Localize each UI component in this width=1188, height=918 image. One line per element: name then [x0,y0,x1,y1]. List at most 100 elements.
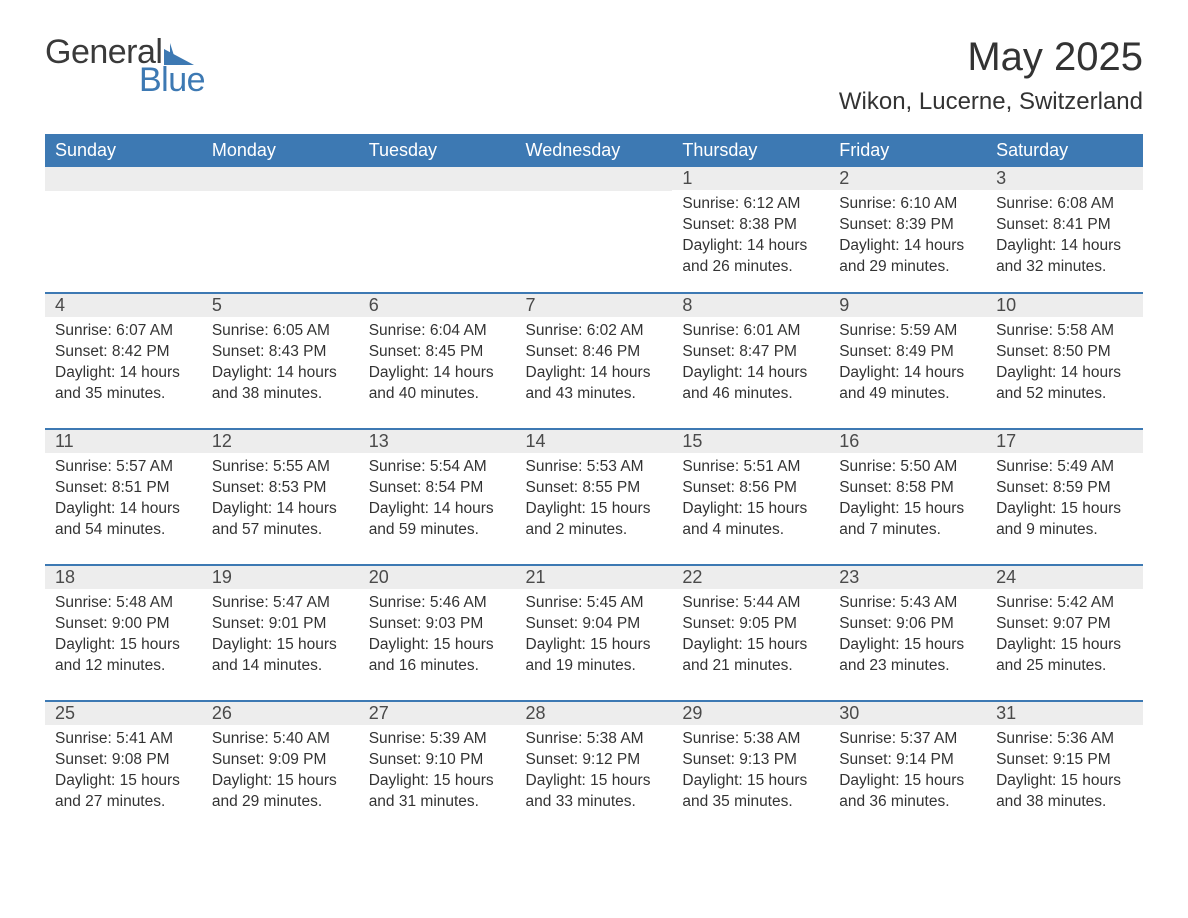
day-body: Sunrise: 6:02 AMSunset: 8:46 PMDaylight:… [516,317,673,409]
day-body: Sunrise: 5:47 AMSunset: 9:01 PMDaylight:… [202,589,359,681]
day-body: Sunrise: 6:08 AMSunset: 8:41 PMDaylight:… [986,190,1143,282]
sunset-text: Sunset: 8:58 PM [839,478,976,499]
day-body: Sunrise: 5:50 AMSunset: 8:58 PMDaylight:… [829,453,986,545]
calendar-cell: 25Sunrise: 5:41 AMSunset: 9:08 PMDayligh… [45,701,202,837]
day-body: Sunrise: 5:53 AMSunset: 8:55 PMDaylight:… [516,453,673,545]
daylight-text: Daylight: 15 hours and 25 minutes. [996,635,1133,677]
empty-day-header [202,167,359,191]
day-number: 5 [202,294,359,317]
empty-day-header [516,167,673,191]
sunset-text: Sunset: 9:09 PM [212,750,349,771]
day-number: 14 [516,430,673,453]
day-body: Sunrise: 5:40 AMSunset: 9:09 PMDaylight:… [202,725,359,817]
calendar-cell: 4Sunrise: 6:07 AMSunset: 8:42 PMDaylight… [45,293,202,429]
sunrise-text: Sunrise: 5:45 AM [526,593,663,614]
calendar-cell: 13Sunrise: 5:54 AMSunset: 8:54 PMDayligh… [359,429,516,565]
daylight-text: Daylight: 14 hours and 52 minutes. [996,363,1133,405]
daylight-text: Daylight: 14 hours and 32 minutes. [996,236,1133,278]
daylight-text: Daylight: 14 hours and 35 minutes. [55,363,192,405]
header: General Blue May 2025 Wikon, Lucerne, Sw… [45,35,1143,116]
daylight-text: Daylight: 15 hours and 38 minutes. [996,771,1133,813]
day-number: 10 [986,294,1143,317]
day-number: 6 [359,294,516,317]
page-root: General Blue May 2025 Wikon, Lucerne, Sw… [0,0,1188,857]
calendar-cell: 12Sunrise: 5:55 AMSunset: 8:53 PMDayligh… [202,429,359,565]
day-number: 2 [829,167,986,190]
day-number: 22 [672,566,829,589]
day-number: 17 [986,430,1143,453]
day-number: 9 [829,294,986,317]
day-number: 28 [516,702,673,725]
day-body: Sunrise: 6:07 AMSunset: 8:42 PMDaylight:… [45,317,202,409]
sunset-text: Sunset: 8:56 PM [682,478,819,499]
calendar-cell: 3Sunrise: 6:08 AMSunset: 8:41 PMDaylight… [986,167,1143,293]
sunrise-text: Sunrise: 6:12 AM [682,194,819,215]
calendar-cell: 5 Sunrise: 6:05 AMSunset: 8:43 PMDaylight… [202,293,359,429]
sunset-text: Sunset: 8:39 PM [839,215,976,236]
day-body: Sunrise: 6:01 AMSunset: 8:47 PMDaylight:… [672,317,829,409]
weekday-header-row: Sunday Monday Tuesday Wednesday Thursday… [45,134,1143,167]
sunset-text: Sunset: 9:15 PM [996,750,1133,771]
day-body: Sunrise: 5:45 AMSunset: 9:04 PMDaylight:… [516,589,673,681]
sunrise-text: Sunrise: 5:49 AM [996,457,1133,478]
weekday-header: Sunday [45,134,202,167]
calendar-cell: 8Sunrise: 6:01 AMSunset: 8:47 PMDaylight… [672,293,829,429]
sunrise-text: Sunrise: 5:54 AM [369,457,506,478]
day-number: 16 [829,430,986,453]
calendar-cell: 14Sunrise: 5:53 AMSunset: 8:55 PMDayligh… [516,429,673,565]
calendar-cell: 11Sunrise: 5:57 AMSunset: 8:51 PMDayligh… [45,429,202,565]
sunset-text: Sunset: 8:43 PM [212,342,349,363]
day-body: Sunrise: 5:49 AMSunset: 8:59 PMDaylight:… [986,453,1143,545]
sunrise-text: Sunrise: 5:40 AM [212,729,349,750]
calendar-week-row: 4Sunrise: 6:07 AMSunset: 8:42 PMDaylight… [45,293,1143,429]
calendar-cell: 31Sunrise: 5:36 AMSunset: 9:15 PMDayligh… [986,701,1143,837]
calendar-cell [359,167,516,293]
sunrise-text: Sunrise: 5:55 AM [212,457,349,478]
sunset-text: Sunset: 8:51 PM [55,478,192,499]
day-number: 23 [829,566,986,589]
calendar-cell: 23Sunrise: 5:43 AMSunset: 9:06 PMDayligh… [829,565,986,701]
day-number: 8 [672,294,829,317]
day-body: Sunrise: 5:46 AMSunset: 9:03 PMDaylight:… [359,589,516,681]
calendar-cell: 30Sunrise: 5:37 AMSunset: 9:14 PMDayligh… [829,701,986,837]
calendar-body: 1Sunrise: 6:12 AMSunset: 8:38 PMDaylight… [45,167,1143,837]
sunrise-text: Sunrise: 5:36 AM [996,729,1133,750]
daylight-text: Daylight: 14 hours and 54 minutes. [55,499,192,541]
sunrise-text: Sunrise: 5:41 AM [55,729,192,750]
sunset-text: Sunset: 9:00 PM [55,614,192,635]
sunrise-text: Sunrise: 5:46 AM [369,593,506,614]
day-number: 24 [986,566,1143,589]
daylight-text: Daylight: 14 hours and 57 minutes. [212,499,349,541]
day-number: 1 [672,167,829,190]
day-body: Sunrise: 5:55 AMSunset: 8:53 PMDaylight:… [202,453,359,545]
daylight-text: Daylight: 15 hours and 16 minutes. [369,635,506,677]
sunset-text: Sunset: 9:01 PM [212,614,349,635]
day-number: 7 [516,294,673,317]
sunrise-text: Sunrise: 6:05 AM [212,321,349,342]
calendar-cell: 10Sunrise: 5:58 AMSunset: 8:50 PMDayligh… [986,293,1143,429]
calendar-cell: 24Sunrise: 5:42 AMSunset: 9:07 PMDayligh… [986,565,1143,701]
calendar-table: Sunday Monday Tuesday Wednesday Thursday… [45,134,1143,837]
sunrise-text: Sunrise: 5:38 AM [526,729,663,750]
weekday-header: Friday [829,134,986,167]
day-number: 26 [202,702,359,725]
daylight-text: Daylight: 14 hours and 29 minutes. [839,236,976,278]
day-number: 3 [986,167,1143,190]
sunrise-text: Sunrise: 6:01 AM [682,321,819,342]
daylight-text: Daylight: 15 hours and 23 minutes. [839,635,976,677]
calendar-cell: 16Sunrise: 5:50 AMSunset: 8:58 PMDayligh… [829,429,986,565]
sunset-text: Sunset: 9:12 PM [526,750,663,771]
daylight-text: Daylight: 14 hours and 38 minutes. [212,363,349,405]
logo-text-blue: Blue [139,63,205,97]
calendar-cell [45,167,202,293]
sunset-text: Sunset: 9:04 PM [526,614,663,635]
calendar-week-row: 18Sunrise: 5:48 AMSunset: 9:00 PMDayligh… [45,565,1143,701]
day-body: Sunrise: 5:36 AMSunset: 9:15 PMDaylight:… [986,725,1143,817]
sunset-text: Sunset: 9:13 PM [682,750,819,771]
day-body: Sunrise: 5:38 AMSunset: 9:12 PMDaylight:… [516,725,673,817]
sunrise-text: Sunrise: 5:37 AM [839,729,976,750]
calendar-week-row: 25Sunrise: 5:41 AMSunset: 9:08 PMDayligh… [45,701,1143,837]
day-body: Sunrise: 5:54 AMSunset: 8:54 PMDaylight:… [359,453,516,545]
day-number: 12 [202,430,359,453]
sunset-text: Sunset: 8:54 PM [369,478,506,499]
